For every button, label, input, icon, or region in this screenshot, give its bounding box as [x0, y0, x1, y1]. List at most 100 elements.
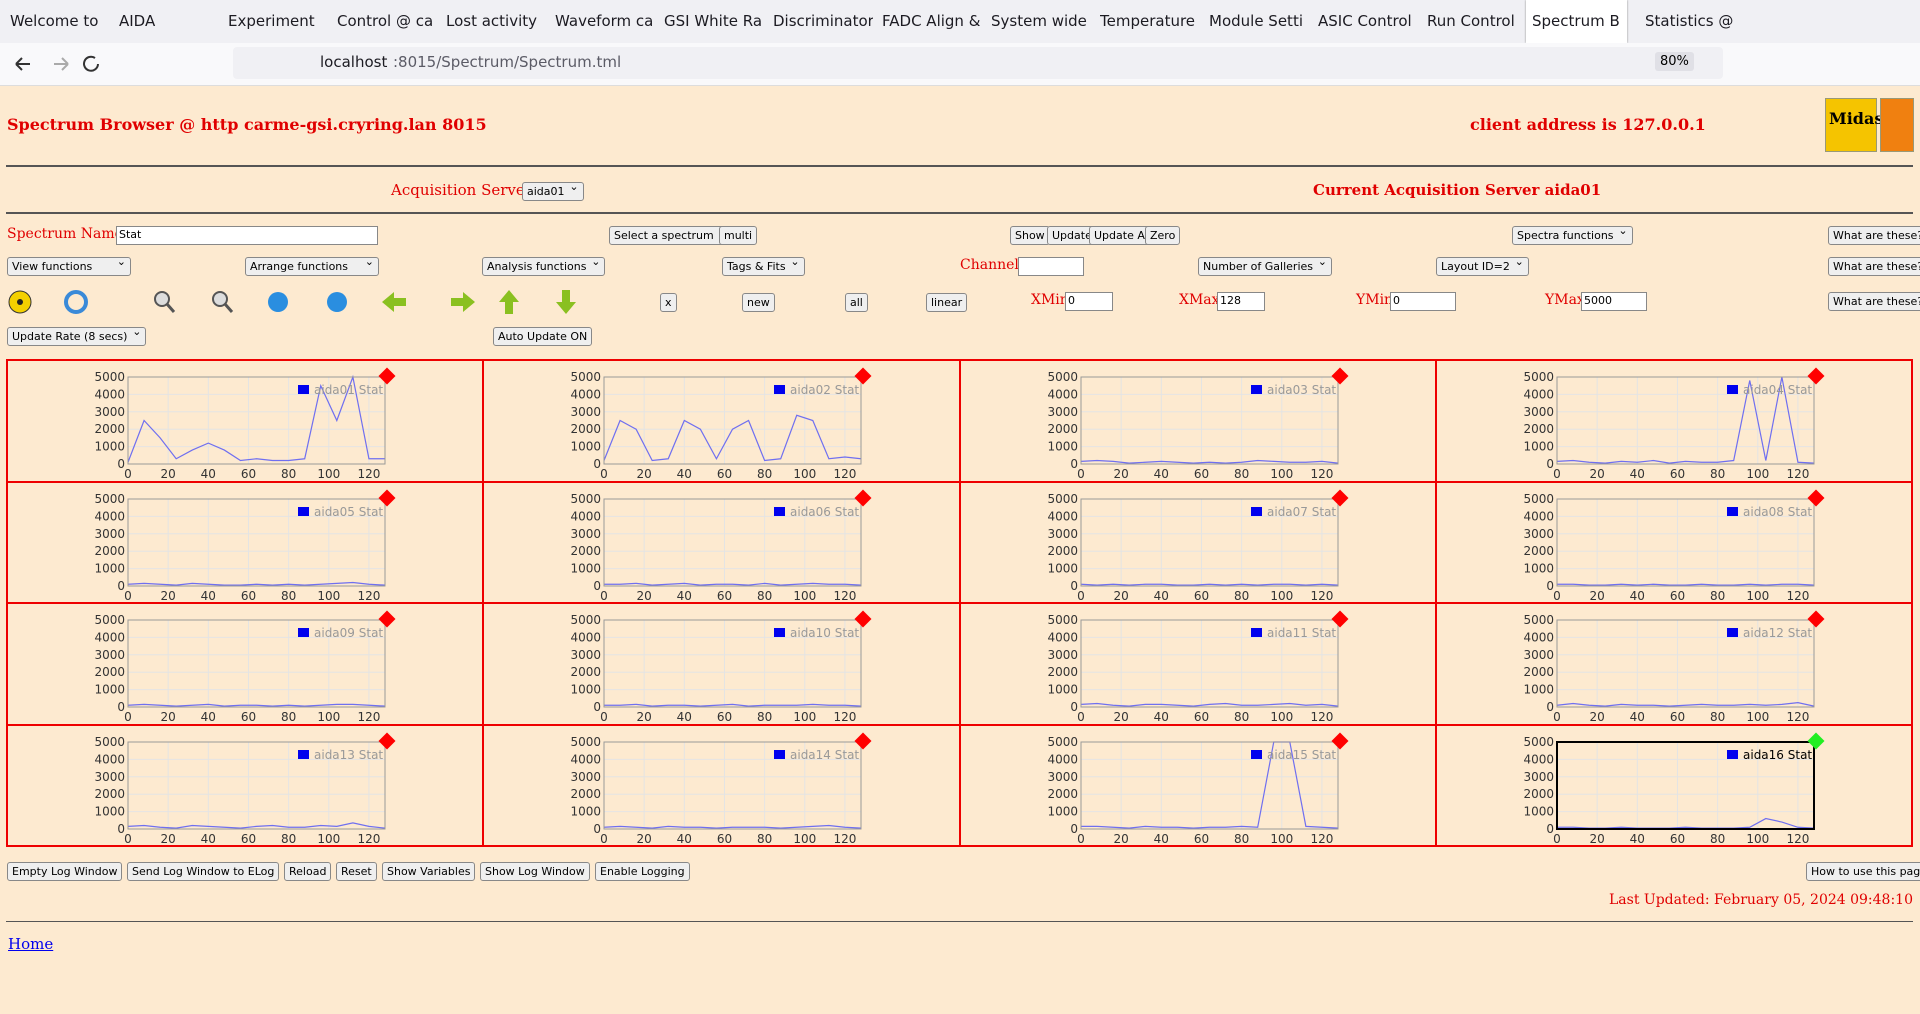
status-marker[interactable]	[1807, 489, 1825, 506]
status-marker[interactable]	[1807, 732, 1825, 749]
toolbar-icons[interactable]	[6, 288, 586, 316]
y-tick-label: 4000	[1047, 630, 1078, 644]
tab[interactable]: Temperature	[1100, 12, 1196, 30]
spectra-functions-select[interactable]: Spectra functions	[1512, 224, 1633, 245]
spectrum-select[interactable]: Select a spectrum	[609, 224, 733, 245]
tab[interactable]: Spectrum B	[1526, 0, 1627, 43]
channel-label: Channel:	[960, 257, 1024, 273]
status-marker[interactable]	[378, 489, 396, 506]
status-marker[interactable]	[1331, 489, 1348, 506]
xmax-input[interactable]: 128	[1217, 292, 1265, 311]
status-marker[interactable]	[854, 489, 872, 506]
analysis-select[interactable]: Analysis functions	[482, 255, 606, 276]
y-tick-label: 2000	[571, 665, 602, 679]
spectrum-page: Spectrum Browser @ http carme-gsi.cryrin…	[0, 86, 1920, 1014]
status-marker[interactable]	[378, 732, 396, 749]
zoom[interactable]: 80%	[1655, 52, 1694, 71]
update-all-button[interactable]: Update All	[1089, 226, 1156, 245]
x-tick-label: 60	[241, 589, 256, 603]
tab[interactable]: System wide	[991, 12, 1087, 30]
zero-button[interactable]: Zero	[1145, 226, 1181, 245]
plot-frame	[1556, 619, 1815, 708]
show-button[interactable]: Show	[1010, 226, 1050, 245]
ymax-input[interactable]: 5000	[1581, 292, 1647, 311]
x-button[interactable]: x	[660, 293, 677, 312]
xmin-input[interactable]: 0	[1065, 292, 1113, 311]
rate-select[interactable]: Update Rate (8 secs)	[7, 325, 147, 346]
multi-button[interactable]: multi	[719, 226, 758, 245]
plot-frame	[1556, 498, 1815, 586]
tab[interactable]: FADC Align &	[882, 12, 981, 30]
footer-button[interactable]: Reload	[284, 862, 332, 881]
home-link[interactable]: Home	[8, 935, 54, 953]
status-marker[interactable]	[1331, 367, 1348, 385]
status-marker[interactable]	[1331, 610, 1348, 628]
y-tick-label: 4000	[571, 509, 602, 523]
spectrum-line	[1080, 459, 1338, 464]
tab[interactable]: Run Control @	[1427, 12, 1515, 30]
status-marker[interactable]	[854, 732, 872, 749]
new-button[interactable]: new	[742, 293, 775, 312]
y-tick-label: 2000	[571, 544, 602, 558]
arrange-select[interactable]: Arrange functions	[245, 255, 379, 276]
tab[interactable]: Waveform ca	[555, 12, 654, 30]
galleries-select[interactable]: Number of Galleries	[1198, 255, 1333, 276]
tags-select[interactable]: Tags & Fits	[722, 255, 805, 276]
y-tick-label: 0	[117, 457, 125, 471]
x-tick-label: 80	[1233, 467, 1248, 481]
status-marker[interactable]	[1807, 610, 1825, 628]
footer-button[interactable]: Send Log Window to ELog	[127, 862, 280, 881]
x-tick-label: 120	[357, 467, 380, 481]
nav-buttons[interactable]	[12, 53, 102, 75]
tab[interactable]: Statistics @ c	[1645, 12, 1734, 30]
tab[interactable]: GSI White Ra	[664, 12, 763, 30]
gallery-cell: 0 1000 2000 3000 4000 5000 0 20 40 60 80 100 120 aida…	[7, 724, 484, 846]
help-button[interactable]: What are these?	[1828, 257, 1920, 276]
linear-button[interactable]: linear	[926, 293, 968, 312]
x-tick-label: 60	[241, 832, 256, 846]
tab[interactable]: Experiment C	[228, 12, 315, 30]
update-button[interactable]: Update	[1047, 226, 1097, 245]
legend-label: aida01 Stat	[314, 383, 383, 397]
server-select[interactable]: aida01	[522, 180, 584, 201]
how-to-button[interactable]: How to use this page	[1806, 862, 1920, 881]
spectrum-name-input[interactable]: Stat	[116, 226, 378, 245]
view-select[interactable]: View functions	[7, 255, 131, 276]
x-tick-label: 80	[757, 467, 772, 481]
status-marker[interactable]	[1331, 732, 1348, 749]
tab[interactable]: ASIC Control	[1318, 12, 1412, 30]
y-tick-label: 5000	[1523, 735, 1554, 749]
footer-button[interactable]: Show Log Window	[480, 862, 590, 881]
spectrum-line	[604, 582, 862, 586]
gallery-cell: 0 1000 2000 3000 4000 5000 0 20 40 60 80 100 120 aida…	[483, 360, 960, 482]
footer-button[interactable]: Reset	[336, 862, 377, 881]
help-button[interactable]: What are these?	[1828, 226, 1920, 245]
url-bar[interactable]: localhost:8015/Spectrum/Spectrum.tml 80%	[233, 47, 1723, 79]
y-tick-label: 3000	[1047, 648, 1078, 662]
channel-input[interactable]	[1018, 257, 1084, 276]
status-marker[interactable]	[378, 610, 396, 628]
status-marker[interactable]	[378, 367, 396, 385]
status-marker[interactable]	[854, 610, 872, 628]
tab[interactable]: Module Setti	[1209, 12, 1303, 30]
tab[interactable]: Discriminator	[773, 12, 873, 30]
status-marker[interactable]	[1807, 367, 1825, 385]
legend-swatch	[1250, 506, 1262, 516]
tab[interactable]: Lost activity r	[446, 12, 538, 30]
help-button[interactable]: What are these?	[1828, 292, 1920, 311]
tab[interactable]: Control @ ca	[337, 12, 434, 30]
x-tick-label: 80	[1710, 710, 1725, 724]
tab[interactable]: AIDA	[119, 12, 156, 30]
x-tick-label: 0	[600, 467, 608, 481]
status-marker[interactable]	[854, 367, 872, 385]
footer-button[interactable]: Empty Log Window	[7, 862, 123, 881]
tab[interactable]: Welcome to C	[10, 12, 99, 30]
layout-select[interactable]: Layout ID=2	[1436, 255, 1529, 276]
y-tick-label: 1000	[1047, 683, 1078, 697]
all-button[interactable]: all	[845, 293, 868, 312]
footer-button[interactable]: Show Variables	[382, 862, 476, 881]
x-tick-label: 20	[637, 589, 652, 603]
ymin-input[interactable]: 0	[1390, 292, 1456, 311]
footer-button[interactable]: Enable Logging	[595, 862, 690, 881]
auto-update-button[interactable]: Auto Update ON	[493, 327, 593, 346]
